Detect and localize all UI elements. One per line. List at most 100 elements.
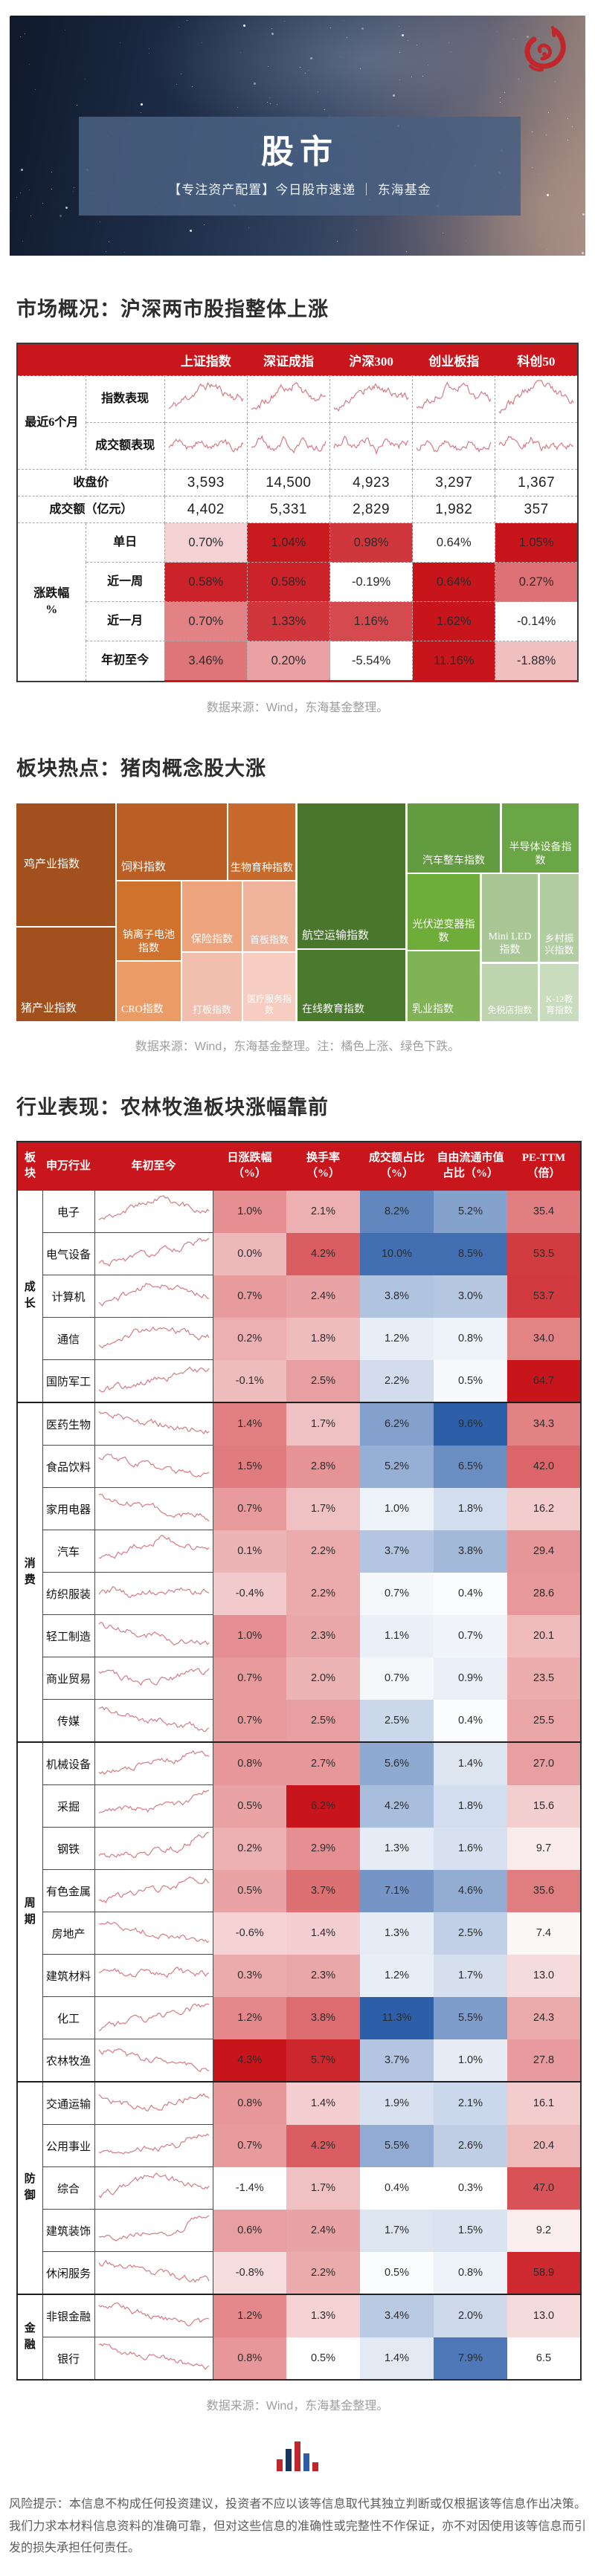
hero-title-box: 股市 【专注资产配置】今日股市速递 ｜ 东海基金 xyxy=(79,117,521,216)
industry-name: 房地产 xyxy=(42,1912,95,1955)
industry-heat-cell: 1.4% xyxy=(286,2081,360,2125)
sparkline-chart xyxy=(98,1453,209,1478)
value-row: 成交额（亿元） 4,402 5,331 2,829 1,982 357 xyxy=(16,496,579,523)
industry-heat-cell: 4.3% xyxy=(213,2039,286,2082)
industry-heat-cell: 20.4 xyxy=(507,2124,581,2167)
industry-heat-cell: 3.4% xyxy=(360,2294,434,2337)
index-value-cell: 1,982 xyxy=(412,496,496,523)
industry-heat-cell: 1.4% xyxy=(286,1912,360,1955)
industry-heat-cell: 8.2% xyxy=(360,1190,434,1233)
industry-row: 防 御交通运输 0.8% 1.4% 1.9% 2.1% 16.1 xyxy=(16,2081,581,2295)
sparkline-chart xyxy=(98,2172,209,2198)
change-row: 近一周 0.58% 0.58% -0.19% 0.64% 0.27% xyxy=(17,562,579,602)
industry-heat-cell: 1.8% xyxy=(434,1784,507,1828)
index-column-header: 上证指数 xyxy=(164,343,248,376)
sparkline-chart xyxy=(98,1534,209,1559)
industry-heat-cell: 0.5% xyxy=(213,1869,286,1912)
sparkline-chart xyxy=(98,1621,209,1645)
page-footer: 风险提示：本信息不构成任何投资建议，投资者不应以该等信息取代其独立判断或仅根据该… xyxy=(0,2439,595,2560)
industry-heat-cell: 1.8% xyxy=(434,1487,507,1530)
sparkline-chart xyxy=(498,435,574,451)
industry-heat-cell: 1.0% xyxy=(213,1190,286,1233)
treemap-block: 钠离子电池指数 xyxy=(117,881,181,960)
industry-performance-table: 板 块申万行业 年初至今 日涨跌幅 （%） 换手率 （%） 成交额占比 （%） 自由流通市… xyxy=(16,1141,582,2381)
sector-treemap: 鸡产业指数 猪产业指数 饲料指数 生物育种指数 钠离子电池指数 CRO指数 保险指数 打板指数… xyxy=(16,802,579,1021)
industry-heat-cell: 6.2% xyxy=(360,1402,434,1446)
index-value-cell: 357 xyxy=(495,496,579,523)
index-sparkline-cell xyxy=(412,375,496,423)
index-sparkline-cell xyxy=(246,422,331,470)
ytd-sparkline-cell xyxy=(94,2166,213,2210)
logo-bar xyxy=(312,2462,318,2471)
sparkline-chart xyxy=(98,1920,209,1943)
industry-name: 商业贸易 xyxy=(42,1657,95,1700)
ytd-sparkline-cell xyxy=(94,2081,213,2125)
index-value-cell: 3,297 xyxy=(412,469,496,496)
ytd-sparkline-cell xyxy=(94,1912,213,1955)
sparkline-chart xyxy=(416,381,492,409)
market-overview-caption: 数据来源：Wind，东海基金整理。 xyxy=(206,702,389,714)
ytd-sparkline-cell xyxy=(94,1657,213,1700)
index-sparkline-cell xyxy=(164,375,248,423)
industry-row: 食品饮料 1.5% 2.8% 5.2% 6.5% 42.0 xyxy=(17,1445,581,1488)
industry-name: 家用电器 xyxy=(42,1487,95,1530)
industry-name: 银行 xyxy=(42,2337,95,2381)
industry-heat-cell: -0.6% xyxy=(213,1912,286,1955)
industry-name: 汽车 xyxy=(42,1530,95,1573)
sparkline-chart xyxy=(168,438,244,453)
industry-heat-cell: 2.0% xyxy=(286,1657,360,1700)
sector-group-label: 防 御 xyxy=(16,2081,43,2295)
change-heat-cell: 11.16% xyxy=(412,641,496,682)
treemap-block: 生物育种指数 xyxy=(228,803,295,880)
industry-name: 传媒 xyxy=(42,1699,95,1743)
sparkline-chart xyxy=(251,381,327,410)
industry-heat-cell: 8.5% xyxy=(434,1232,507,1275)
change-heat-cell: 1.33% xyxy=(246,601,331,641)
sparkline-chart xyxy=(98,1585,209,1598)
ytd-sparkline-cell xyxy=(94,1954,213,1997)
sparkline-chart xyxy=(98,2002,209,2031)
industry-heat-cell: 4.2% xyxy=(286,1232,360,1275)
industry-heat-cell: -0.8% xyxy=(213,2251,286,2294)
industry-heat-cell: 1.2% xyxy=(213,2294,286,2337)
ytd-sparkline-cell xyxy=(94,2337,213,2381)
sparkline-chart xyxy=(98,1194,209,1220)
treemap-block: 汽车整车指数 xyxy=(408,803,500,873)
spark-row-label: 指数表现 xyxy=(85,375,165,423)
industry-heat-cell: 2.9% xyxy=(286,1827,360,1870)
sparkline-chart xyxy=(98,2215,209,2242)
industry-row: 采掘 0.5% 6.2% 4.2% 1.8% 15.6 xyxy=(17,1784,581,1828)
sector-heat-caption: 数据来源：Wind，东海基金整理。注：橘色上涨、绿色下跌。 xyxy=(135,1041,460,1053)
sector-heat-title: 板块热点：猪肉概念股大涨 xyxy=(16,757,266,780)
sparkline-chart xyxy=(98,1667,209,1686)
sparkline-chart xyxy=(333,435,409,455)
industry-heat-cell: 0.0% xyxy=(213,1232,286,1275)
industry-row: 成 长电子 1.0% 2.1% 8.2% 5.2% 35.4 xyxy=(16,1190,581,1403)
industry-heat-cell: 3.8% xyxy=(360,1275,434,1318)
industry-heat-cell: 16.1 xyxy=(507,2081,581,2125)
industry-heat-cell: 5.5% xyxy=(434,1996,507,2039)
industry-heat-cell: 13.0 xyxy=(507,1954,581,1997)
industry-heat-cell: 58.9 xyxy=(507,2251,581,2294)
industry-heat-cell: 35.6 xyxy=(507,1869,581,1912)
industry-heat-cell: 0.4% xyxy=(434,1572,507,1615)
sparkline-chart xyxy=(98,1326,210,1348)
ytd-sparkline-cell xyxy=(94,1614,213,1657)
industry-heat-cell: 1.5% xyxy=(213,1445,286,1488)
index-value-cell: 1,367 xyxy=(495,469,579,496)
sparkline-chart xyxy=(98,1237,209,1266)
industry-heat-cell: 7.9% xyxy=(434,2337,507,2380)
industry-row: 有色金属 0.5% 3.7% 7.1% 4.6% 35.6 xyxy=(17,1869,581,1912)
industry-heat-cell: 16.2 xyxy=(507,1487,581,1530)
industry-heat-cell: 5.7% xyxy=(286,2039,360,2082)
sparkline-chart xyxy=(98,1493,209,1521)
logo-bar xyxy=(303,2453,309,2471)
sparkline-chart xyxy=(98,1282,209,1307)
index-value-cell: 4,923 xyxy=(329,469,414,496)
industry-heat-cell: 1.0% xyxy=(213,1614,286,1657)
industry-heat-cell: 0.3% xyxy=(213,1954,286,1997)
industry-row: 休闲服务 -0.8% 2.2% 0.5% 0.8% 58.9 xyxy=(17,2251,581,2295)
index-column-header: 科创50 xyxy=(495,343,578,376)
industry-row: 房地产 -0.6% 1.4% 1.3% 2.5% 7.4 xyxy=(17,1912,581,1955)
